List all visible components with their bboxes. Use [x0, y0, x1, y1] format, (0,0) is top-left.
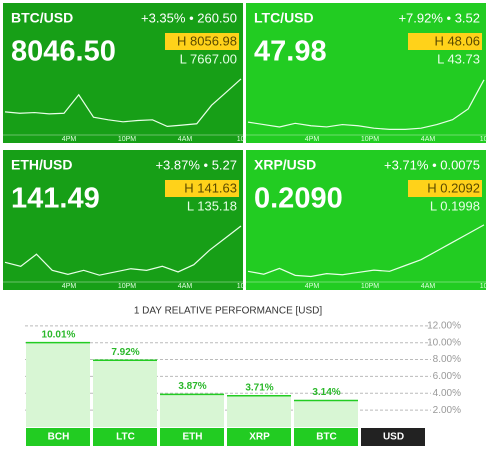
time-label: 4AM: [421, 283, 436, 290]
y-tick-label: 4.00%: [433, 388, 461, 399]
value-label: 10.01%: [42, 329, 76, 340]
high-badge: [165, 33, 239, 50]
price: 47.98: [254, 36, 327, 68]
change: +3.35% • 260.50: [141, 10, 237, 25]
price: 141.49: [11, 183, 100, 215]
price: 0.2090: [254, 183, 343, 215]
high-badge: [165, 180, 239, 197]
y-tick-label: 8.00%: [433, 354, 461, 365]
time-label: 4PM: [305, 283, 320, 290]
time-label: 10A: [480, 283, 487, 290]
y-tick-label: 6.00%: [433, 371, 461, 382]
low: L 43.73: [437, 51, 480, 66]
high-badge: [408, 33, 482, 50]
time-label: 10PM: [361, 283, 379, 290]
pair: LTC/USD: [254, 10, 314, 26]
time-label: 4AM: [421, 136, 436, 143]
bar: [294, 400, 358, 427]
pair: ETH/USD: [11, 157, 72, 173]
y-tick-label: 10.00%: [427, 337, 461, 348]
bar: [93, 360, 157, 427]
sparkline: [4, 78, 242, 128]
time-label: 10A: [480, 136, 487, 143]
value-label: 3.14%: [312, 387, 340, 398]
time-label: 10A: [237, 136, 250, 143]
chart-title: 1 DAY RELATIVE PERFORMANCE [USD]: [134, 306, 323, 317]
change: +3.87% • 5.27: [155, 157, 237, 172]
high-badge: [408, 180, 482, 197]
category-box: [160, 428, 224, 446]
high: H 8056.98: [177, 33, 237, 48]
tile: [246, 3, 486, 143]
bar: [26, 342, 90, 427]
time-label: 4PM: [305, 136, 320, 143]
low: L 135.18: [187, 198, 237, 213]
high: H 0.2092: [427, 180, 480, 195]
bar: [160, 394, 224, 427]
low: L 7667.00: [180, 51, 237, 66]
x-tick-label: USD: [383, 432, 404, 443]
sparkline: [247, 79, 485, 130]
category-box: [294, 428, 358, 446]
tile: [3, 150, 243, 290]
value-label: 3.87%: [178, 381, 206, 392]
time-label: 4PM: [62, 283, 77, 290]
category-box: [93, 428, 157, 446]
change: +3.71% • 0.0075: [384, 157, 480, 172]
high: H 48.06: [434, 33, 480, 48]
time-label: 4AM: [178, 283, 193, 290]
low: L 0.1998: [430, 198, 480, 213]
x-tick-label: BCH: [48, 432, 70, 443]
high: H 141.63: [184, 180, 237, 195]
x-tick-label: BTC: [316, 432, 337, 443]
value-label: 3.71%: [245, 382, 273, 393]
change: +7.92% • 3.52: [398, 10, 480, 25]
bar: [227, 395, 291, 427]
price: 8046.50: [11, 36, 116, 68]
y-tick-label: 12.00%: [427, 320, 461, 331]
time-label: 10PM: [118, 136, 136, 143]
pair: BTC/USD: [11, 10, 73, 26]
value-label: 7.92%: [111, 347, 139, 358]
x-tick-label: LTC: [116, 432, 135, 443]
time-label: 10PM: [118, 283, 136, 290]
sparkline: [4, 225, 242, 276]
x-tick-label: ETH: [183, 432, 203, 443]
time-label: 4PM: [62, 136, 77, 143]
tile: [246, 150, 486, 290]
y-tick-label: 2.00%: [433, 405, 461, 416]
category-box: [227, 428, 291, 446]
x-tick-label: XRP: [249, 432, 270, 443]
tile: [3, 3, 243, 143]
category-box: [26, 428, 90, 446]
sparkline: [247, 224, 485, 278]
category-box: [361, 428, 425, 446]
time-label: 10PM: [361, 136, 379, 143]
time-label: 4AM: [178, 136, 193, 143]
time-label: 10A: [237, 283, 250, 290]
pair: XRP/USD: [254, 157, 316, 173]
